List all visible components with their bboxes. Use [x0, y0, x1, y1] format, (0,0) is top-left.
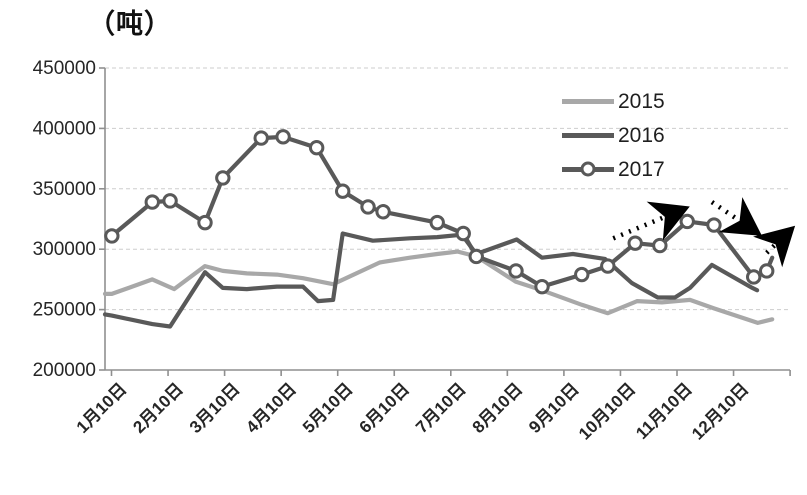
data-point-marker — [275, 129, 291, 145]
data-point-marker — [627, 235, 643, 251]
data-point-marker — [534, 278, 550, 295]
y-axis-label: 350000 — [33, 179, 96, 200]
legend-line-swatch-2015-icon — [562, 98, 614, 104]
y-axis-label: 200000 — [33, 360, 96, 381]
data-point-marker — [215, 170, 231, 186]
data-point-marker — [429, 214, 445, 231]
data-point-marker — [308, 140, 325, 156]
chart-legend: 2015 2016 2017 — [562, 84, 665, 186]
data-point-marker — [144, 194, 160, 210]
data-point-marker — [759, 263, 775, 279]
legend-line-swatch-2017-icon — [562, 161, 614, 177]
data-point-marker — [574, 266, 590, 283]
data-point-marker — [706, 217, 722, 233]
trend-arrow — [710, 197, 762, 236]
y-axis-label: 250000 — [33, 300, 96, 321]
legend-item-2015: 2015 — [562, 84, 665, 118]
data-point-marker — [334, 183, 351, 199]
data-point-marker — [253, 130, 269, 146]
chart-unit-title: （吨） — [88, 9, 172, 39]
x-axis-label: 4月10日 — [242, 379, 300, 437]
legend-item-2017: 2017 — [562, 152, 665, 186]
x-axis-label: 11月10日 — [632, 379, 696, 443]
data-point-marker — [162, 193, 178, 209]
x-axis-label: 6月10日 — [356, 379, 414, 437]
x-axis-label: 3月10日 — [186, 379, 244, 437]
data-point-marker — [600, 258, 616, 274]
series-line-2017 — [109, 134, 775, 289]
trend-arrow — [753, 225, 796, 268]
legend-item-2016: 2016 — [562, 118, 665, 152]
x-axis-label: 8月10日 — [469, 379, 527, 437]
series-line-2016 — [102, 231, 760, 329]
data-point-marker — [104, 228, 120, 244]
data-point-marker — [652, 237, 668, 254]
x-axis-label: 9月10日 — [525, 379, 583, 437]
y-axis-label: 300000 — [33, 239, 96, 260]
data-point-marker — [508, 263, 524, 279]
x-axis-label: 2月10日 — [129, 379, 187, 437]
data-point-marker — [745, 269, 762, 285]
y-axis-label: 450000 — [33, 58, 96, 79]
legend-line-swatch-2016-icon — [562, 132, 614, 138]
x-axis-label: 10月10日 — [575, 379, 639, 443]
legend-label-2015: 2015 — [618, 89, 665, 113]
legend-label-2017: 2017 — [618, 157, 665, 181]
x-axis-label: 1月10日 — [73, 379, 131, 437]
series-line-2015 — [102, 249, 775, 325]
x-axis-label: 7月10日 — [412, 379, 470, 437]
data-point-marker — [679, 213, 695, 230]
data-point-marker — [360, 199, 376, 215]
data-point-marker — [455, 225, 471, 242]
data-point-marker — [197, 214, 213, 231]
data-point-marker — [375, 204, 391, 220]
y-axis-label: 400000 — [33, 118, 96, 139]
x-axis-label: 12月10日 — [688, 379, 752, 443]
legend-label-2016: 2016 — [618, 123, 665, 147]
x-axis-label: 5月10日 — [299, 379, 357, 437]
data-point-marker — [468, 248, 484, 265]
